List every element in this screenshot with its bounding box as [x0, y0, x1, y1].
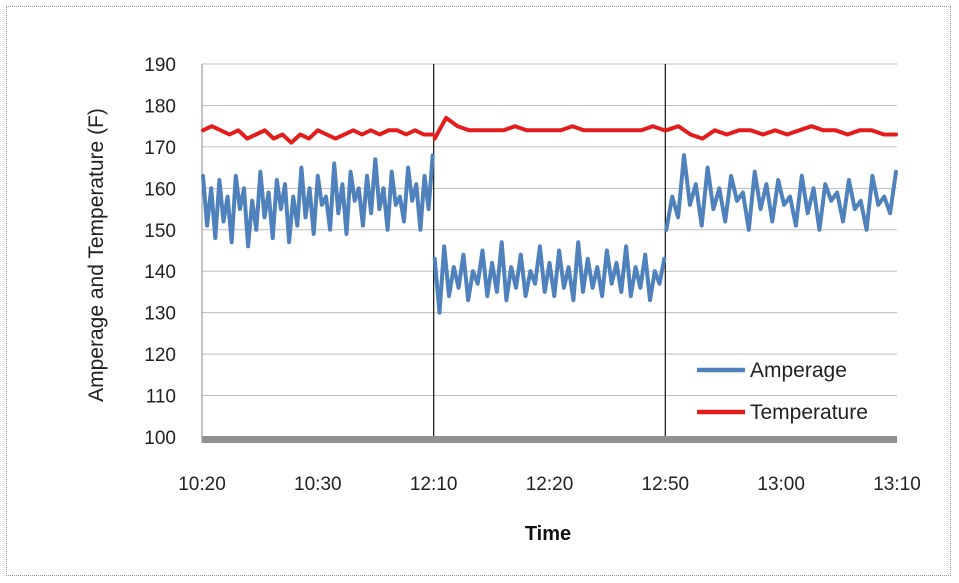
- temperature-line-segment: [435, 118, 665, 139]
- y-tick-label: 100: [144, 428, 176, 449]
- x-tick-label: 12:50: [642, 474, 690, 495]
- x-tick-label: 13:00: [757, 474, 805, 495]
- y-tick-label: 140: [144, 262, 176, 283]
- y-tick-label: 190: [144, 55, 176, 76]
- x-tick-label: 13:10: [873, 474, 921, 495]
- temperature-line-segment: [666, 126, 896, 138]
- temperature-line-segment: [203, 126, 433, 143]
- y-tick-label: 150: [144, 221, 176, 242]
- y-axis-title: Amperage and Temperature (F): [85, 108, 108, 402]
- gridlines: [202, 64, 897, 396]
- amperage-line-segment: [435, 242, 665, 313]
- y-tick-label: 120: [144, 345, 176, 366]
- series-temperature: [203, 118, 896, 143]
- x-axis-tick-labels: 10:20 10:30 12:10 12:20 12:50 13:00 13:10: [178, 474, 921, 495]
- y-tick-label: 130: [144, 304, 176, 325]
- y-axis-tick-labels: 100 110 120 130 140 150 160 170 180 190: [144, 55, 176, 449]
- y-tick-label: 170: [144, 138, 176, 159]
- y-tick-label: 110: [146, 387, 176, 408]
- y-tick-label: 180: [144, 96, 176, 117]
- y-tick-label: 160: [144, 179, 176, 200]
- amperage-line-segment: [203, 155, 433, 246]
- segment-dividers: [434, 64, 666, 437]
- series-amperage: [203, 155, 896, 313]
- amperage-legend-label: Amperage: [750, 359, 847, 382]
- x-tick-label: 12:20: [526, 474, 574, 495]
- x-axis-title: Time: [525, 523, 571, 545]
- x-tick-label: 10:20: [178, 474, 226, 495]
- x-axis: [202, 436, 897, 443]
- legend: Amperage Temperature: [697, 359, 868, 424]
- x-tick-label: 10:30: [294, 474, 342, 495]
- temperature-legend-label: Temperature: [750, 401, 868, 424]
- x-tick-label: 12:10: [410, 474, 458, 495]
- amperage-line-segment: [666, 155, 896, 230]
